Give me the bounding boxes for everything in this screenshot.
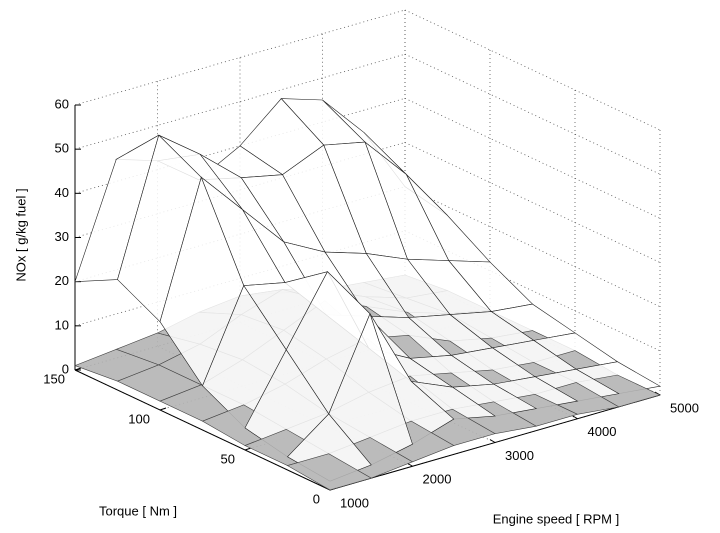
y-tick bbox=[244, 447, 252, 451]
x-tick bbox=[489, 439, 496, 443]
y-tick-label: 50 bbox=[221, 451, 235, 466]
y-tick-label: 0 bbox=[313, 491, 320, 506]
x-tick-label: 2000 bbox=[423, 472, 452, 487]
z-tick-label: 50 bbox=[55, 141, 69, 156]
surface-patch bbox=[286, 453, 373, 491]
y-tick-label: 150 bbox=[43, 371, 65, 386]
y-tick bbox=[74, 367, 82, 371]
x-tick bbox=[572, 415, 578, 420]
grid-line bbox=[404, 230, 661, 352]
grid-line bbox=[404, 186, 661, 308]
z-tick-label: 40 bbox=[55, 185, 69, 200]
z-axis-label: NOx [ g/kg fuel ] bbox=[13, 188, 28, 281]
y-axis bbox=[74, 369, 331, 491]
z-tick-label: 10 bbox=[55, 317, 69, 332]
x-axis-label: Engine speed [ RPM ] bbox=[493, 511, 619, 526]
x-tick-label: 1000 bbox=[340, 495, 369, 510]
y-axis-label: Torque [ Nm ] bbox=[99, 503, 177, 518]
grid-line bbox=[404, 97, 661, 219]
x-tick-label: 4000 bbox=[588, 424, 617, 439]
grid-line bbox=[404, 9, 661, 131]
z-tick-label: 20 bbox=[55, 273, 69, 288]
y-tick bbox=[159, 407, 167, 411]
x-tick-label: 3000 bbox=[505, 448, 534, 463]
grid-line bbox=[404, 53, 661, 175]
z-tick-label: 30 bbox=[55, 229, 69, 244]
grid-line bbox=[404, 142, 661, 263]
x-tick-label: 5000 bbox=[670, 400, 699, 415]
y-tick-label: 100 bbox=[128, 411, 150, 426]
z-tick-label: 0 bbox=[62, 361, 69, 376]
z-tick-label: 60 bbox=[55, 96, 69, 111]
